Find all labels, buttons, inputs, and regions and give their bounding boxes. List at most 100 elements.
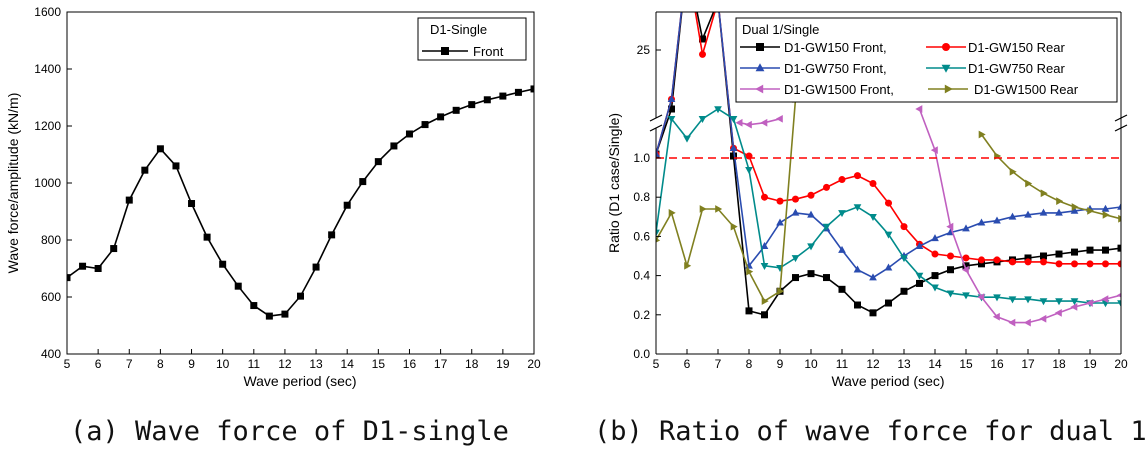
series-d1-gw1500-rear-line [656, 99, 797, 303]
y-axis-label-left: Wave force/amplitude (kN/m) [5, 93, 21, 274]
x-tick-label: 17 [1021, 357, 1035, 371]
series-d1-gw750-front-point [760, 242, 769, 249]
series-d1-gw750-rear-point [807, 243, 815, 251]
data-point-front [203, 233, 211, 241]
series-d1-gw1500-front-point [1008, 318, 1016, 327]
series-d1-gw750-front-point [729, 144, 738, 151]
series-d1-gw750-rear-point [656, 229, 660, 237]
y-tick-label-25: 25 [637, 43, 651, 57]
series-d1-gw1500-front-point [977, 293, 985, 302]
legend-item-d1-gw1500-rear: D1-GW1500 Rear [928, 82, 1079, 97]
data-point-front [530, 85, 534, 93]
series-d1-gw150-front-point [838, 285, 846, 293]
x-tick-label: 15 [372, 357, 386, 371]
legend-item-d1-gw150-rear-marker [942, 43, 950, 51]
series-d1-gw150-front-point [869, 309, 877, 317]
data-point-front [67, 274, 71, 282]
legend-right: Dual 1/Single D1-GW150 Front, D1-GW150 Re… [735, 17, 1118, 103]
series-d1-gw750-front-point [791, 208, 800, 216]
series-d1-gw750-front-point [807, 210, 815, 218]
series-d1-gw750-rear-point [760, 263, 769, 270]
x-tick-label: 20 [1114, 357, 1128, 371]
data-point-front [514, 88, 522, 96]
series-d1-gw1500-rear-point [1102, 210, 1110, 219]
series-d1-gw150-front-point [668, 105, 675, 113]
series-d1-gw150-rear-point [978, 256, 985, 264]
series-d1-gw1500-front [735, 105, 1121, 327]
series-d1-gw150-rear-point [1086, 260, 1094, 268]
series-d1-gw1500-rear-point [746, 267, 754, 276]
legend-item-d1-gw150-rear-label: D1-GW150 Rear [968, 40, 1065, 55]
series-d1-gw750-rear-point [884, 231, 893, 239]
series-d1-gw150-front-point [854, 301, 861, 309]
data-point-front [234, 282, 242, 290]
data-point-front [265, 312, 273, 320]
series-d1-gw1500-rear-point [1087, 207, 1095, 215]
series-d1-gw750-rear-point [1008, 296, 1017, 304]
x-tick-label: 8 [746, 357, 753, 371]
series-d1-gw750-front-point [962, 224, 970, 232]
y-tick-label: 600 [41, 290, 61, 304]
series-d1-gw150-rear-point [885, 199, 892, 207]
series-d1-gw1500-rear-line [980, 134, 1121, 220]
series-d1-gw150-front-point [947, 266, 954, 274]
data-point-front [281, 310, 289, 318]
series-d1-gw750-rear-point [946, 290, 955, 298]
legend-item-d1-gw1500-front-label: D1-GW1500 Front, [784, 82, 894, 97]
data-point-front [405, 130, 413, 138]
series-d1-gw750-front-point [1070, 206, 1079, 214]
legend-item-d1-gw1500-rear-marker [944, 84, 953, 94]
series-d1-gw150-rear-point [838, 176, 846, 184]
series-d1-gw750-front-point [869, 273, 877, 281]
x-tick-label: 18 [1052, 357, 1066, 371]
series-d1-gw150-front-point [1040, 252, 1047, 260]
x-tick-label: 13 [309, 357, 323, 371]
y-tick-label: 1400 [34, 62, 61, 76]
series-d1-gw150-front-point [1102, 246, 1109, 254]
data-point-front [437, 113, 445, 121]
y-tick-label: 0.8 [633, 190, 650, 204]
series-d1-gw750-rear-point [915, 272, 924, 280]
series-d1-gw750-rear-point [838, 210, 846, 218]
series-d1-gw750-rear-point [698, 116, 707, 123]
series-line-front [67, 88, 534, 317]
series-d1-gw750-rear [656, 106, 1121, 308]
y-tick-label: 0.0 [633, 347, 650, 361]
series-d1-gw150-rear-point [854, 172, 861, 180]
series-d1-gw750-rear-point [791, 255, 800, 263]
series-d1-gw1500-front-point [1023, 318, 1031, 327]
series-d1-gw150-front-point [745, 307, 753, 315]
y-tick-label: 0.2 [633, 308, 650, 322]
series-d1-gw1500-front-point [1101, 295, 1109, 303]
series-d1-gw750-rear-point [745, 166, 753, 174]
series-d1-gw150-front-point [962, 262, 970, 270]
x-tick-label: 17 [434, 357, 448, 371]
series-d1-gw1500-rear-point [656, 238, 661, 243]
series-d1-gw750-front-point [1101, 204, 1110, 212]
series-d1-gw750-rear-point [1024, 296, 1032, 304]
legend-item-d1-gw750-front-label: D1-GW750 Front, [784, 61, 887, 76]
x-tick-label: 8 [157, 357, 164, 371]
legend-item-d1-gw750-rear-label: D1-GW750 Rear [968, 61, 1065, 76]
data-point-front [188, 200, 196, 208]
series-d1-gw1500-front-point [1085, 299, 1093, 307]
x-tick-label: 9 [777, 357, 784, 371]
series-d1-gw150-rear-point [715, 0, 722, 5]
x-tick-label: 6 [684, 357, 691, 371]
series-d1-gw750-rear-point [1039, 298, 1048, 306]
x-tick-label: 10 [804, 357, 818, 371]
series-d1-gw150-rear-point [699, 50, 706, 58]
series-d1-gw1500-rear-point [978, 130, 986, 139]
x-tick-label: 9 [188, 357, 195, 371]
series-d1-gw150-front-point [699, 35, 706, 43]
data-point-front [125, 196, 133, 204]
x-tick-label: 7 [126, 357, 133, 371]
series-d1-gw150-rear-point [931, 250, 939, 258]
x-tick-label: 16 [403, 357, 417, 371]
series-d1-gw750-rear-point [993, 294, 1001, 302]
x-tick-label: 18 [465, 357, 479, 371]
series-d1-gw750-front-point [977, 218, 986, 226]
series-d1-gw150-front-point [730, 152, 737, 160]
data-point-front [468, 101, 476, 109]
